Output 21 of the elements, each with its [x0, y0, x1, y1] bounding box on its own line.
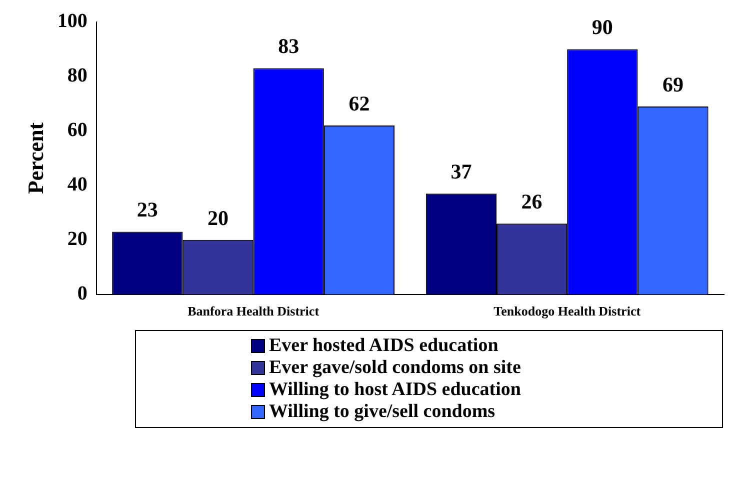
y-tick-label: 100 [57, 10, 88, 32]
legend-label: Ever hosted AIDS education [269, 335, 498, 357]
data-label: 62 [348, 91, 370, 116]
data-label: 90 [592, 15, 613, 40]
data-label: 26 [521, 190, 542, 214]
legend-label: Ever gave/sold condoms on site [269, 357, 521, 379]
y-tick-label: 0 [77, 282, 88, 305]
x-tick-label: Banfora Health District [188, 304, 320, 319]
x-tick-label: Tenkodogo Health District [494, 304, 642, 319]
y-tick-label: 20 [67, 228, 88, 250]
y-tick-label: 60 [67, 119, 88, 142]
legend-label: Willing to host AIDS education [269, 379, 521, 401]
legend-label: Willing to give/sell condoms [269, 401, 496, 423]
data-label: 23 [136, 198, 158, 222]
y-tick-label: 80 [67, 64, 88, 87]
data-label: 20 [207, 206, 228, 230]
y-tick-label: 40 [67, 174, 88, 196]
data-label: 83 [278, 34, 300, 58]
data-label: 37 [450, 160, 472, 184]
y-axis-title: Percent [22, 122, 48, 194]
data-label: 69 [662, 72, 684, 96]
